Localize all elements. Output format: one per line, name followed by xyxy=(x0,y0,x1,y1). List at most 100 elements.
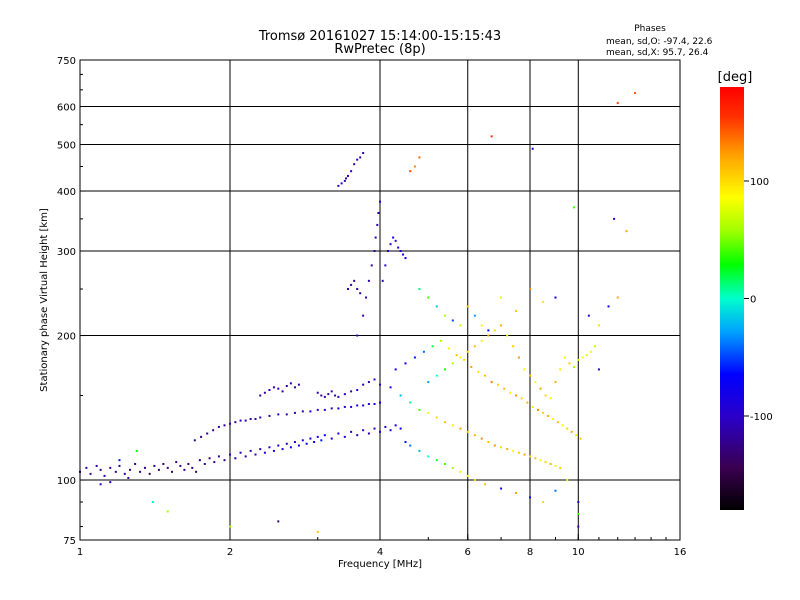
x-axis-label: Frequency [MHz] xyxy=(338,559,422,570)
data-point xyxy=(404,257,407,260)
data-point xyxy=(484,483,487,486)
data-point xyxy=(394,368,397,371)
data-point xyxy=(443,368,446,371)
data-point xyxy=(542,411,545,414)
data-point xyxy=(455,354,458,357)
data-point xyxy=(517,451,520,454)
data-point xyxy=(379,401,381,404)
data-point xyxy=(463,358,466,361)
data-point xyxy=(506,334,509,337)
data-point xyxy=(515,491,518,494)
data-point xyxy=(435,416,438,419)
data-point xyxy=(327,393,330,396)
data-point xyxy=(512,449,515,452)
data-point xyxy=(153,464,156,467)
data-point xyxy=(466,430,469,433)
y-tick-label: 400 xyxy=(57,187,76,198)
data-point xyxy=(175,461,178,464)
data-point xyxy=(103,474,106,477)
data-point xyxy=(330,407,333,410)
x-tick-label: 2 xyxy=(227,547,233,558)
data-point xyxy=(377,212,380,215)
y-tick-label: 100 xyxy=(57,476,76,487)
data-point xyxy=(293,386,296,389)
data-point xyxy=(589,350,592,353)
data-point xyxy=(418,156,421,159)
data-point xyxy=(389,386,392,389)
data-point xyxy=(353,279,356,282)
data-point xyxy=(285,384,288,387)
data-point xyxy=(139,470,142,473)
data-point xyxy=(470,365,473,368)
data-point xyxy=(277,413,280,416)
data-point xyxy=(293,411,296,414)
data-point xyxy=(500,487,503,490)
x-tick-label: 1 xyxy=(77,547,83,558)
data-point xyxy=(443,314,446,317)
data-point xyxy=(99,483,102,486)
data-point xyxy=(289,446,292,449)
data-point xyxy=(367,403,370,406)
data-point xyxy=(413,165,416,168)
data-point xyxy=(281,448,284,451)
data-point xyxy=(394,239,397,242)
data-point xyxy=(259,394,262,397)
data-point xyxy=(367,381,370,384)
data-point xyxy=(613,217,616,220)
data-point xyxy=(409,170,412,173)
data-point xyxy=(542,300,545,303)
data-point xyxy=(277,444,280,447)
data-point xyxy=(487,441,490,444)
data-point xyxy=(392,236,395,239)
data-point xyxy=(313,441,316,444)
data-point xyxy=(402,253,405,256)
colorbar-label: [deg] xyxy=(718,70,753,85)
data-point xyxy=(542,500,545,503)
data-point xyxy=(157,468,160,471)
data-point xyxy=(362,404,365,407)
data-point xyxy=(193,439,196,442)
data-point xyxy=(277,387,280,390)
data-point xyxy=(593,345,596,348)
data-point xyxy=(127,476,130,479)
data-point xyxy=(549,462,552,465)
data-point xyxy=(249,449,252,452)
data-point xyxy=(254,453,257,456)
data-point xyxy=(531,147,534,150)
data-point xyxy=(579,437,582,440)
data-point xyxy=(466,474,469,477)
data-point xyxy=(556,421,559,424)
data-point xyxy=(212,429,215,432)
data-point xyxy=(229,525,231,528)
y-tick-label: 75 xyxy=(63,536,76,547)
data-point xyxy=(389,243,392,246)
data-point xyxy=(350,283,353,286)
data-point xyxy=(531,405,534,408)
data-point xyxy=(293,441,296,444)
chart-title: Tromsø 20161027 15:14:00-15:15:43 xyxy=(258,29,501,44)
data-point xyxy=(404,441,407,444)
data-point xyxy=(356,434,359,437)
data-point xyxy=(397,246,400,249)
data-point xyxy=(500,446,503,449)
data-point xyxy=(554,296,557,299)
phase-stats-heading: Phases xyxy=(634,24,666,34)
data-point xyxy=(316,391,319,394)
data-point xyxy=(413,356,416,359)
data-point xyxy=(285,413,288,416)
phase-stats-x: mean, sd,X: 95.7, 26.4 xyxy=(606,48,709,58)
data-point xyxy=(536,408,539,411)
data-point xyxy=(350,405,353,408)
data-point xyxy=(549,397,552,400)
data-point xyxy=(389,429,392,432)
data-point xyxy=(422,350,425,353)
data-point xyxy=(451,466,454,469)
grid-lines xyxy=(80,60,680,540)
data-point xyxy=(340,182,343,185)
data-point xyxy=(577,525,580,528)
data-point xyxy=(534,457,537,460)
data-point xyxy=(289,382,292,385)
data-point xyxy=(515,309,518,312)
data-point xyxy=(223,424,226,427)
data-point xyxy=(345,177,348,180)
